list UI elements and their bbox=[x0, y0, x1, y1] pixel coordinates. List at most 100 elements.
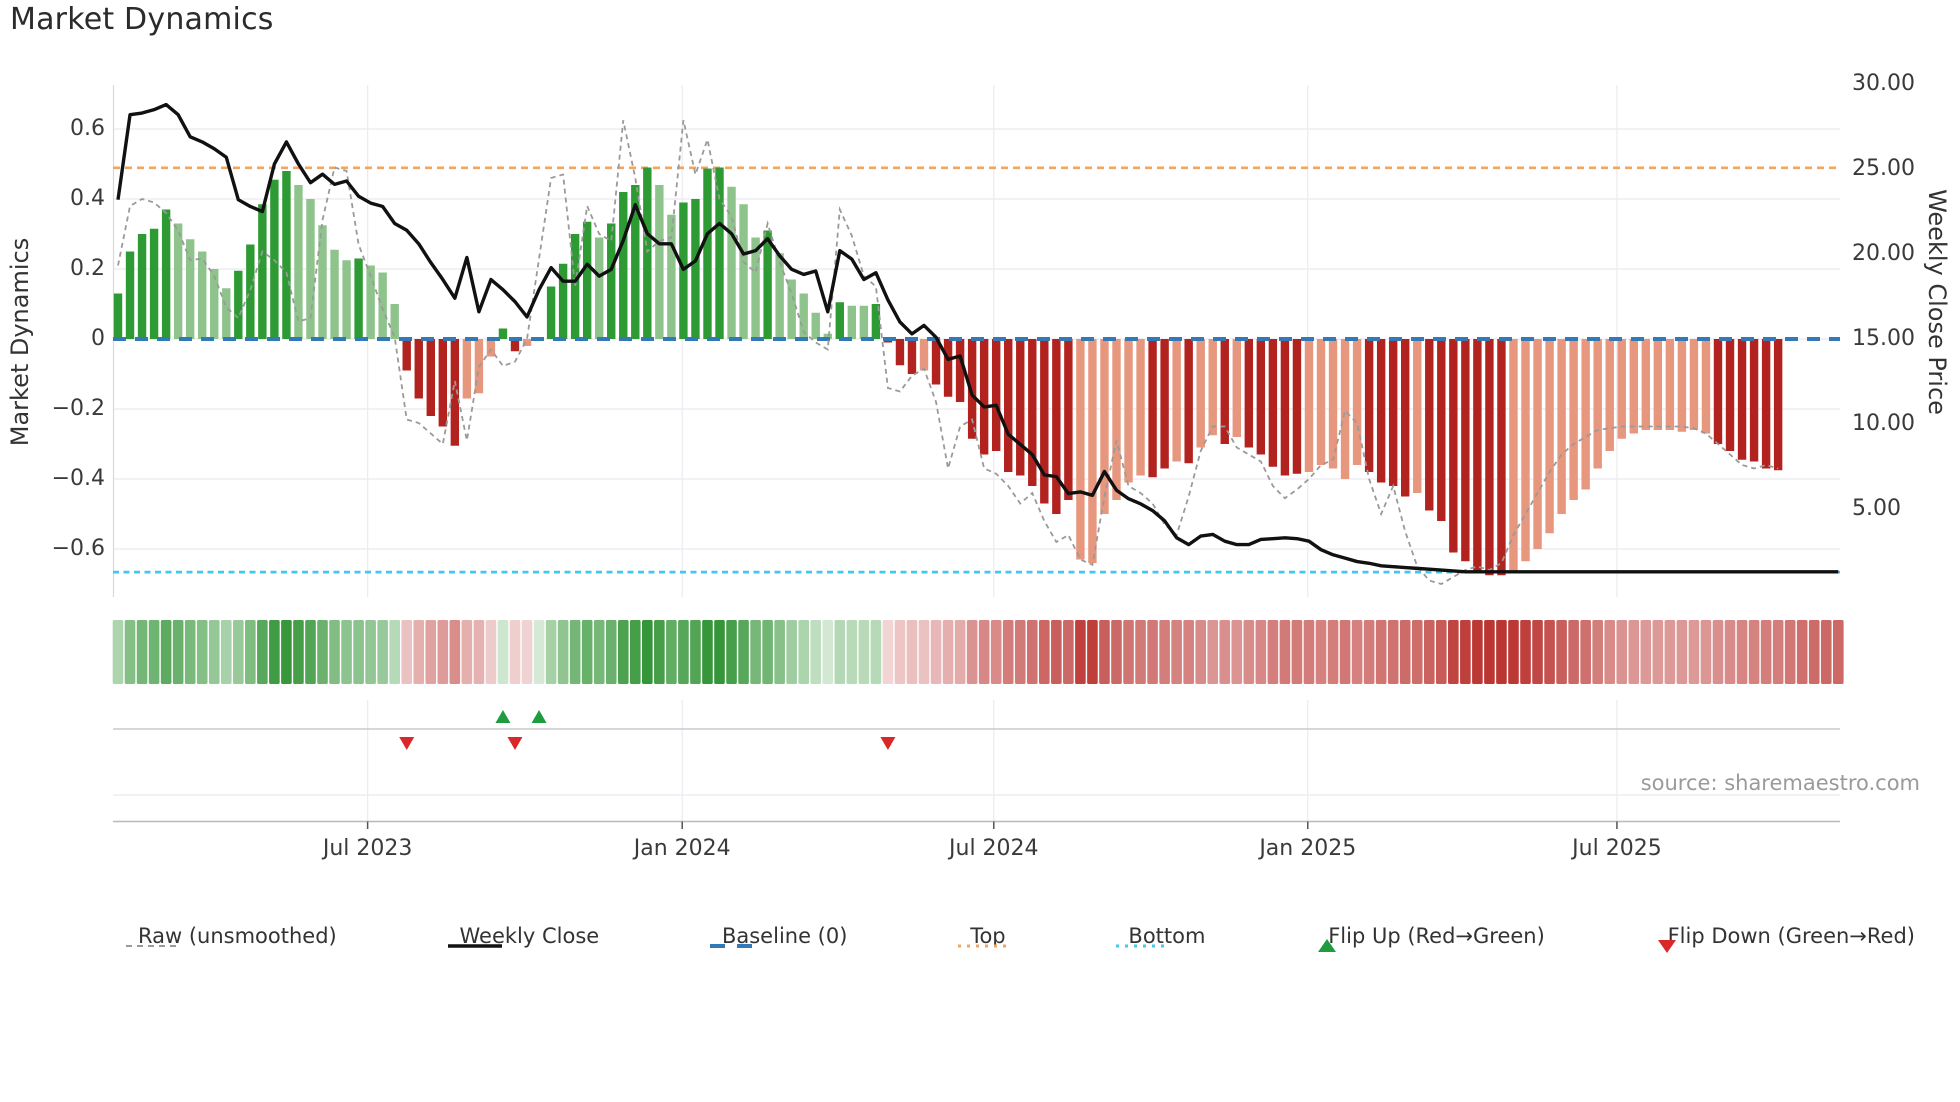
oscillator-bar bbox=[1196, 339, 1205, 448]
heatmap-cell bbox=[1484, 620, 1495, 684]
oscillator-bar bbox=[1088, 339, 1097, 563]
legend-label: Weekly Close bbox=[459, 924, 600, 948]
oscillator-bar bbox=[414, 339, 423, 399]
x-axis-tick-label: Jan 2024 bbox=[633, 836, 731, 861]
oscillator-bar bbox=[1773, 339, 1783, 471]
heatmap-cell bbox=[629, 620, 641, 684]
left-axis-tick-label: 0.6 bbox=[70, 116, 105, 141]
heatmap-cell bbox=[1496, 620, 1507, 684]
oscillator-bar bbox=[173, 223, 183, 339]
oscillator-bar bbox=[1028, 339, 1037, 486]
left-axis-tick-label: −0.4 bbox=[51, 466, 105, 491]
heatmap-cell bbox=[521, 620, 533, 684]
oscillator-bar bbox=[246, 244, 255, 339]
heatmap-cell bbox=[1628, 620, 1640, 684]
heatmap-cell bbox=[774, 620, 785, 684]
heatmap-cell bbox=[1423, 620, 1435, 684]
oscillator-bar bbox=[113, 293, 123, 339]
heatmap-cell bbox=[233, 620, 244, 684]
right-axis-title: Weekly Close Price bbox=[1923, 189, 1951, 415]
heatmap-cell bbox=[1363, 620, 1375, 684]
heatmap-cell bbox=[882, 620, 894, 684]
heatmap-cell bbox=[1796, 620, 1808, 684]
heatmap-cell bbox=[1472, 620, 1483, 684]
heatmap-cell bbox=[1724, 620, 1736, 684]
heatmap-cell bbox=[1279, 620, 1291, 684]
oscillator-bar bbox=[1064, 339, 1073, 500]
oscillator-bar bbox=[979, 339, 989, 455]
heatmap-cell bbox=[1616, 620, 1628, 684]
oscillator-bar bbox=[1701, 339, 1711, 434]
heatmap-cell bbox=[1399, 620, 1411, 684]
legend: Raw (unsmoothed) Weekly Close Baseline (0)… bbox=[125, 924, 1915, 953]
oscillator-bar bbox=[1497, 339, 1506, 576]
oscillator-bar bbox=[655, 185, 664, 339]
oscillator-bar bbox=[715, 167, 724, 339]
left-axis-tick-label: −0.2 bbox=[51, 396, 105, 421]
oscillator-bar bbox=[1304, 339, 1314, 472]
heatmap-cell bbox=[1075, 620, 1086, 684]
heatmap-cell bbox=[569, 620, 581, 684]
oscillator-bar bbox=[258, 204, 267, 339]
legend-item: Baseline (0) bbox=[709, 924, 847, 948]
oscillator-bar bbox=[1581, 339, 1590, 490]
heatmap-cell bbox=[497, 620, 509, 684]
heatmap-cell bbox=[1520, 620, 1531, 684]
heatmap-cell bbox=[305, 620, 316, 684]
oscillator-bar bbox=[1449, 339, 1458, 553]
oscillator-bar bbox=[426, 339, 435, 416]
oscillator-bar bbox=[1292, 339, 1302, 474]
oscillator-bar bbox=[955, 339, 965, 402]
right-axis-tick-label: 25.00 bbox=[1852, 156, 1915, 182]
heatmap-cell bbox=[341, 620, 352, 684]
oscillator-bar bbox=[1605, 339, 1614, 451]
oscillator-bar bbox=[835, 302, 844, 339]
flip-up-marker bbox=[495, 710, 511, 723]
heatmap-cell bbox=[545, 620, 557, 684]
heatmap-strip bbox=[112, 620, 1844, 684]
left-axis-tick-label: 0 bbox=[91, 326, 105, 351]
heatmap-cell bbox=[1303, 620, 1315, 684]
oscillator-bar bbox=[1208, 339, 1217, 436]
heatmap-cell bbox=[702, 620, 713, 684]
heatmap-cell bbox=[1267, 620, 1279, 684]
heatmap-cell bbox=[1652, 620, 1664, 684]
heatmap-cell bbox=[834, 620, 846, 684]
heatmap-cell bbox=[1568, 620, 1579, 684]
legend-label: Flip Up (Red→Green) bbox=[1328, 924, 1545, 948]
oscillator-bar bbox=[1521, 339, 1530, 562]
heatmap-cell bbox=[1063, 620, 1074, 684]
heatmap-cell bbox=[1147, 620, 1158, 684]
heatmap-cell bbox=[870, 620, 882, 684]
heatmap-cell bbox=[1640, 620, 1652, 684]
heatmap-cell bbox=[557, 620, 569, 684]
legend-item: Raw (unsmoothed) bbox=[125, 924, 337, 948]
oscillator-bar bbox=[847, 305, 857, 339]
heatmap-cell bbox=[413, 620, 425, 684]
oscillator-bar bbox=[342, 260, 351, 339]
heatmap-cell bbox=[1231, 620, 1243, 684]
heatmap-cell bbox=[581, 620, 593, 684]
oscillator-bar bbox=[149, 228, 159, 339]
oscillator-bar bbox=[643, 167, 652, 339]
heatmap-cell bbox=[1351, 620, 1363, 684]
oscillator-bar bbox=[498, 328, 508, 339]
heatmap-cell bbox=[617, 620, 629, 684]
heatmap-cell bbox=[750, 620, 761, 684]
heatmap-cell bbox=[293, 620, 304, 684]
heatmap-cell bbox=[990, 620, 1002, 684]
oscillator-bar bbox=[282, 171, 291, 339]
oscillator-bar bbox=[907, 339, 917, 374]
weekly-close-line bbox=[116, 102, 1839, 574]
oscillator-bar bbox=[799, 293, 808, 339]
oscillator-bar bbox=[198, 251, 207, 339]
legend-item: Weekly Close bbox=[447, 924, 600, 948]
oscillator-bar bbox=[1665, 339, 1675, 430]
oscillator-bar bbox=[185, 239, 195, 339]
heatmap-cell bbox=[1339, 620, 1351, 684]
heatmap-cell bbox=[437, 620, 449, 684]
heatmap-cell bbox=[1700, 620, 1712, 684]
oscillator-bar bbox=[1172, 339, 1181, 462]
oscillator-bar bbox=[967, 339, 977, 439]
oscillator-bar bbox=[1376, 339, 1386, 483]
